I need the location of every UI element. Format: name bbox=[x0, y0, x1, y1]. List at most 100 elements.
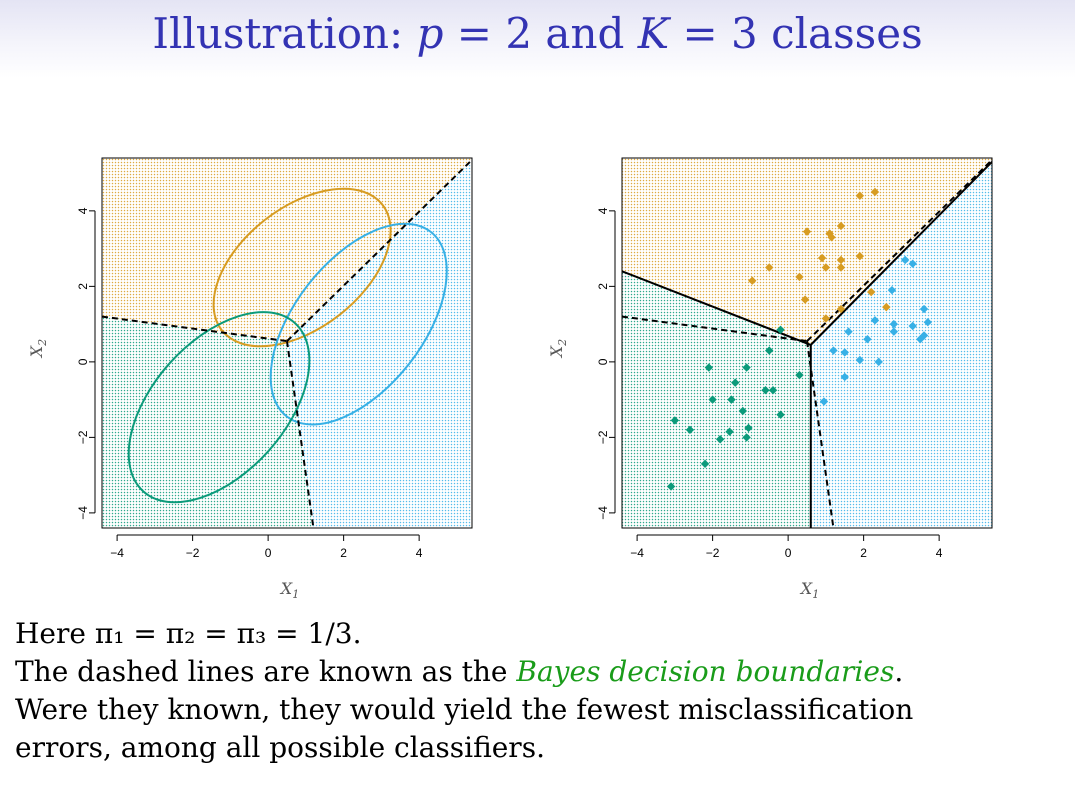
point-blue bbox=[919, 304, 929, 314]
bayes-sentence: The dashed lines are known as the Bayes … bbox=[15, 655, 904, 688]
prior-statement: Here π₁ = π₂ = π₃ = 1/3. bbox=[15, 617, 362, 650]
point-blue bbox=[887, 285, 897, 295]
point-blue bbox=[829, 346, 838, 355]
region-green bbox=[102, 316, 314, 528]
point-blue bbox=[844, 327, 853, 336]
point-green bbox=[704, 363, 714, 372]
point-orange bbox=[795, 272, 804, 282]
point-orange bbox=[836, 263, 846, 272]
y-tick-label: 0 bbox=[76, 358, 90, 365]
region-orange bbox=[102, 158, 472, 342]
point-orange bbox=[817, 253, 827, 263]
ellipse-orange bbox=[212, 187, 392, 348]
y-tick-label: 4 bbox=[76, 207, 90, 214]
y-tick-label: −4 bbox=[76, 506, 90, 520]
slide-title: Illustration: p = 2 and K = 3 classes bbox=[152, 9, 923, 58]
bayes-boundary-1 bbox=[622, 315, 808, 343]
point-orange bbox=[855, 251, 865, 261]
y-tick-label: 2 bbox=[596, 283, 610, 290]
y-axis-label: X2 bbox=[27, 339, 49, 359]
point-blue bbox=[923, 318, 933, 327]
point-green bbox=[715, 435, 725, 444]
x-tick-label: −2 bbox=[186, 546, 200, 560]
x-tick-label: 0 bbox=[785, 546, 792, 560]
point-blue bbox=[900, 255, 910, 265]
region-orange bbox=[622, 158, 992, 345]
bayes-boundary-1 bbox=[102, 315, 288, 343]
plot-frame bbox=[101, 157, 473, 529]
point-orange bbox=[748, 276, 757, 285]
body-text: Here π₁ = π₂ = π₃ = 1/3. The dashed line… bbox=[15, 615, 1065, 767]
point-green bbox=[685, 425, 695, 435]
point-green bbox=[670, 416, 680, 425]
estimated-boundary-2 bbox=[810, 161, 992, 346]
point-green bbox=[742, 363, 751, 372]
x-tick-label: −4 bbox=[110, 546, 124, 560]
y-tick-label: 4 bbox=[596, 207, 610, 214]
point-blue bbox=[908, 321, 917, 331]
title-band bbox=[0, 0, 1075, 78]
panel-2: −4 −2 0 2 4 −4 −2 0 2 4 X1 X2 bbox=[547, 157, 993, 601]
x-tick-label: 0 bbox=[265, 546, 272, 560]
fewest-errors-line1: Were they known, they would yield the fe… bbox=[15, 693, 914, 726]
point-green bbox=[731, 378, 740, 387]
point-blue bbox=[840, 348, 849, 357]
point-green bbox=[666, 482, 676, 491]
ellipse-blue bbox=[269, 222, 448, 426]
point-orange bbox=[827, 233, 836, 242]
bayes-boundary-3 bbox=[286, 340, 315, 528]
point-blue bbox=[863, 335, 872, 344]
point-orange bbox=[882, 302, 891, 312]
point-blue bbox=[916, 335, 925, 344]
x-axis-label: X1 bbox=[279, 579, 299, 601]
point-orange bbox=[855, 191, 865, 200]
point-green bbox=[738, 406, 748, 416]
point-green bbox=[725, 427, 734, 436]
point-orange bbox=[800, 295, 810, 304]
bayes-boundary-3 bbox=[806, 340, 835, 528]
fewest-errors-line2: errors, among all possible classifiers. bbox=[15, 731, 545, 764]
point-orange bbox=[802, 227, 812, 236]
ellipse-green bbox=[127, 311, 311, 504]
y-tick-label: −4 bbox=[596, 506, 610, 520]
x-tick-label: −2 bbox=[706, 546, 720, 560]
point-green bbox=[744, 423, 753, 433]
point-orange bbox=[821, 314, 831, 323]
point-orange bbox=[821, 263, 831, 272]
y-tick-label: 2 bbox=[76, 283, 90, 290]
x-tick-label: −4 bbox=[630, 546, 644, 560]
point-orange bbox=[765, 263, 774, 272]
point-blue bbox=[870, 316, 880, 325]
bayes-boundary-2 bbox=[286, 159, 472, 342]
point-green bbox=[795, 370, 804, 380]
y-tick-label: −2 bbox=[76, 430, 90, 444]
point-blue bbox=[855, 355, 865, 365]
plot-frame bbox=[621, 157, 993, 529]
point-green bbox=[776, 325, 785, 334]
point-blue bbox=[919, 331, 929, 340]
point-green bbox=[727, 395, 736, 404]
y-tick-label: 0 bbox=[596, 358, 610, 365]
point-green bbox=[700, 459, 710, 469]
point-blue bbox=[819, 397, 829, 406]
y-axis-label: X2 bbox=[547, 339, 569, 359]
x-axis-label: X1 bbox=[799, 579, 819, 601]
point-orange bbox=[836, 255, 846, 265]
x-tick-label: 2 bbox=[860, 546, 867, 560]
point-green bbox=[776, 410, 785, 419]
panel-1: −4 −2 0 2 4 −4 −2 0 2 4 X1 X2 bbox=[27, 157, 473, 601]
point-orange bbox=[836, 221, 846, 231]
x-tick-label: 4 bbox=[416, 546, 423, 560]
figure-panels: −4 −2 0 2 4 −4 −2 0 2 4 X1 X2 −4 −2 0 2 4 −4 −2 0 2 4 X1 X2 bbox=[27, 157, 993, 601]
point-blue bbox=[840, 372, 849, 382]
point-blue bbox=[889, 327, 899, 336]
point-blue bbox=[908, 259, 917, 268]
x-tick-label: 4 bbox=[936, 546, 943, 560]
bayes-boundary-2 bbox=[806, 159, 992, 342]
point-orange bbox=[870, 187, 880, 197]
x-tick-label: 2 bbox=[340, 546, 347, 560]
y-tick-label: −2 bbox=[596, 430, 610, 444]
point-green bbox=[708, 395, 717, 404]
point-orange bbox=[836, 304, 846, 314]
bayes-boundaries-term: Bayes decision boundaries bbox=[516, 655, 895, 688]
